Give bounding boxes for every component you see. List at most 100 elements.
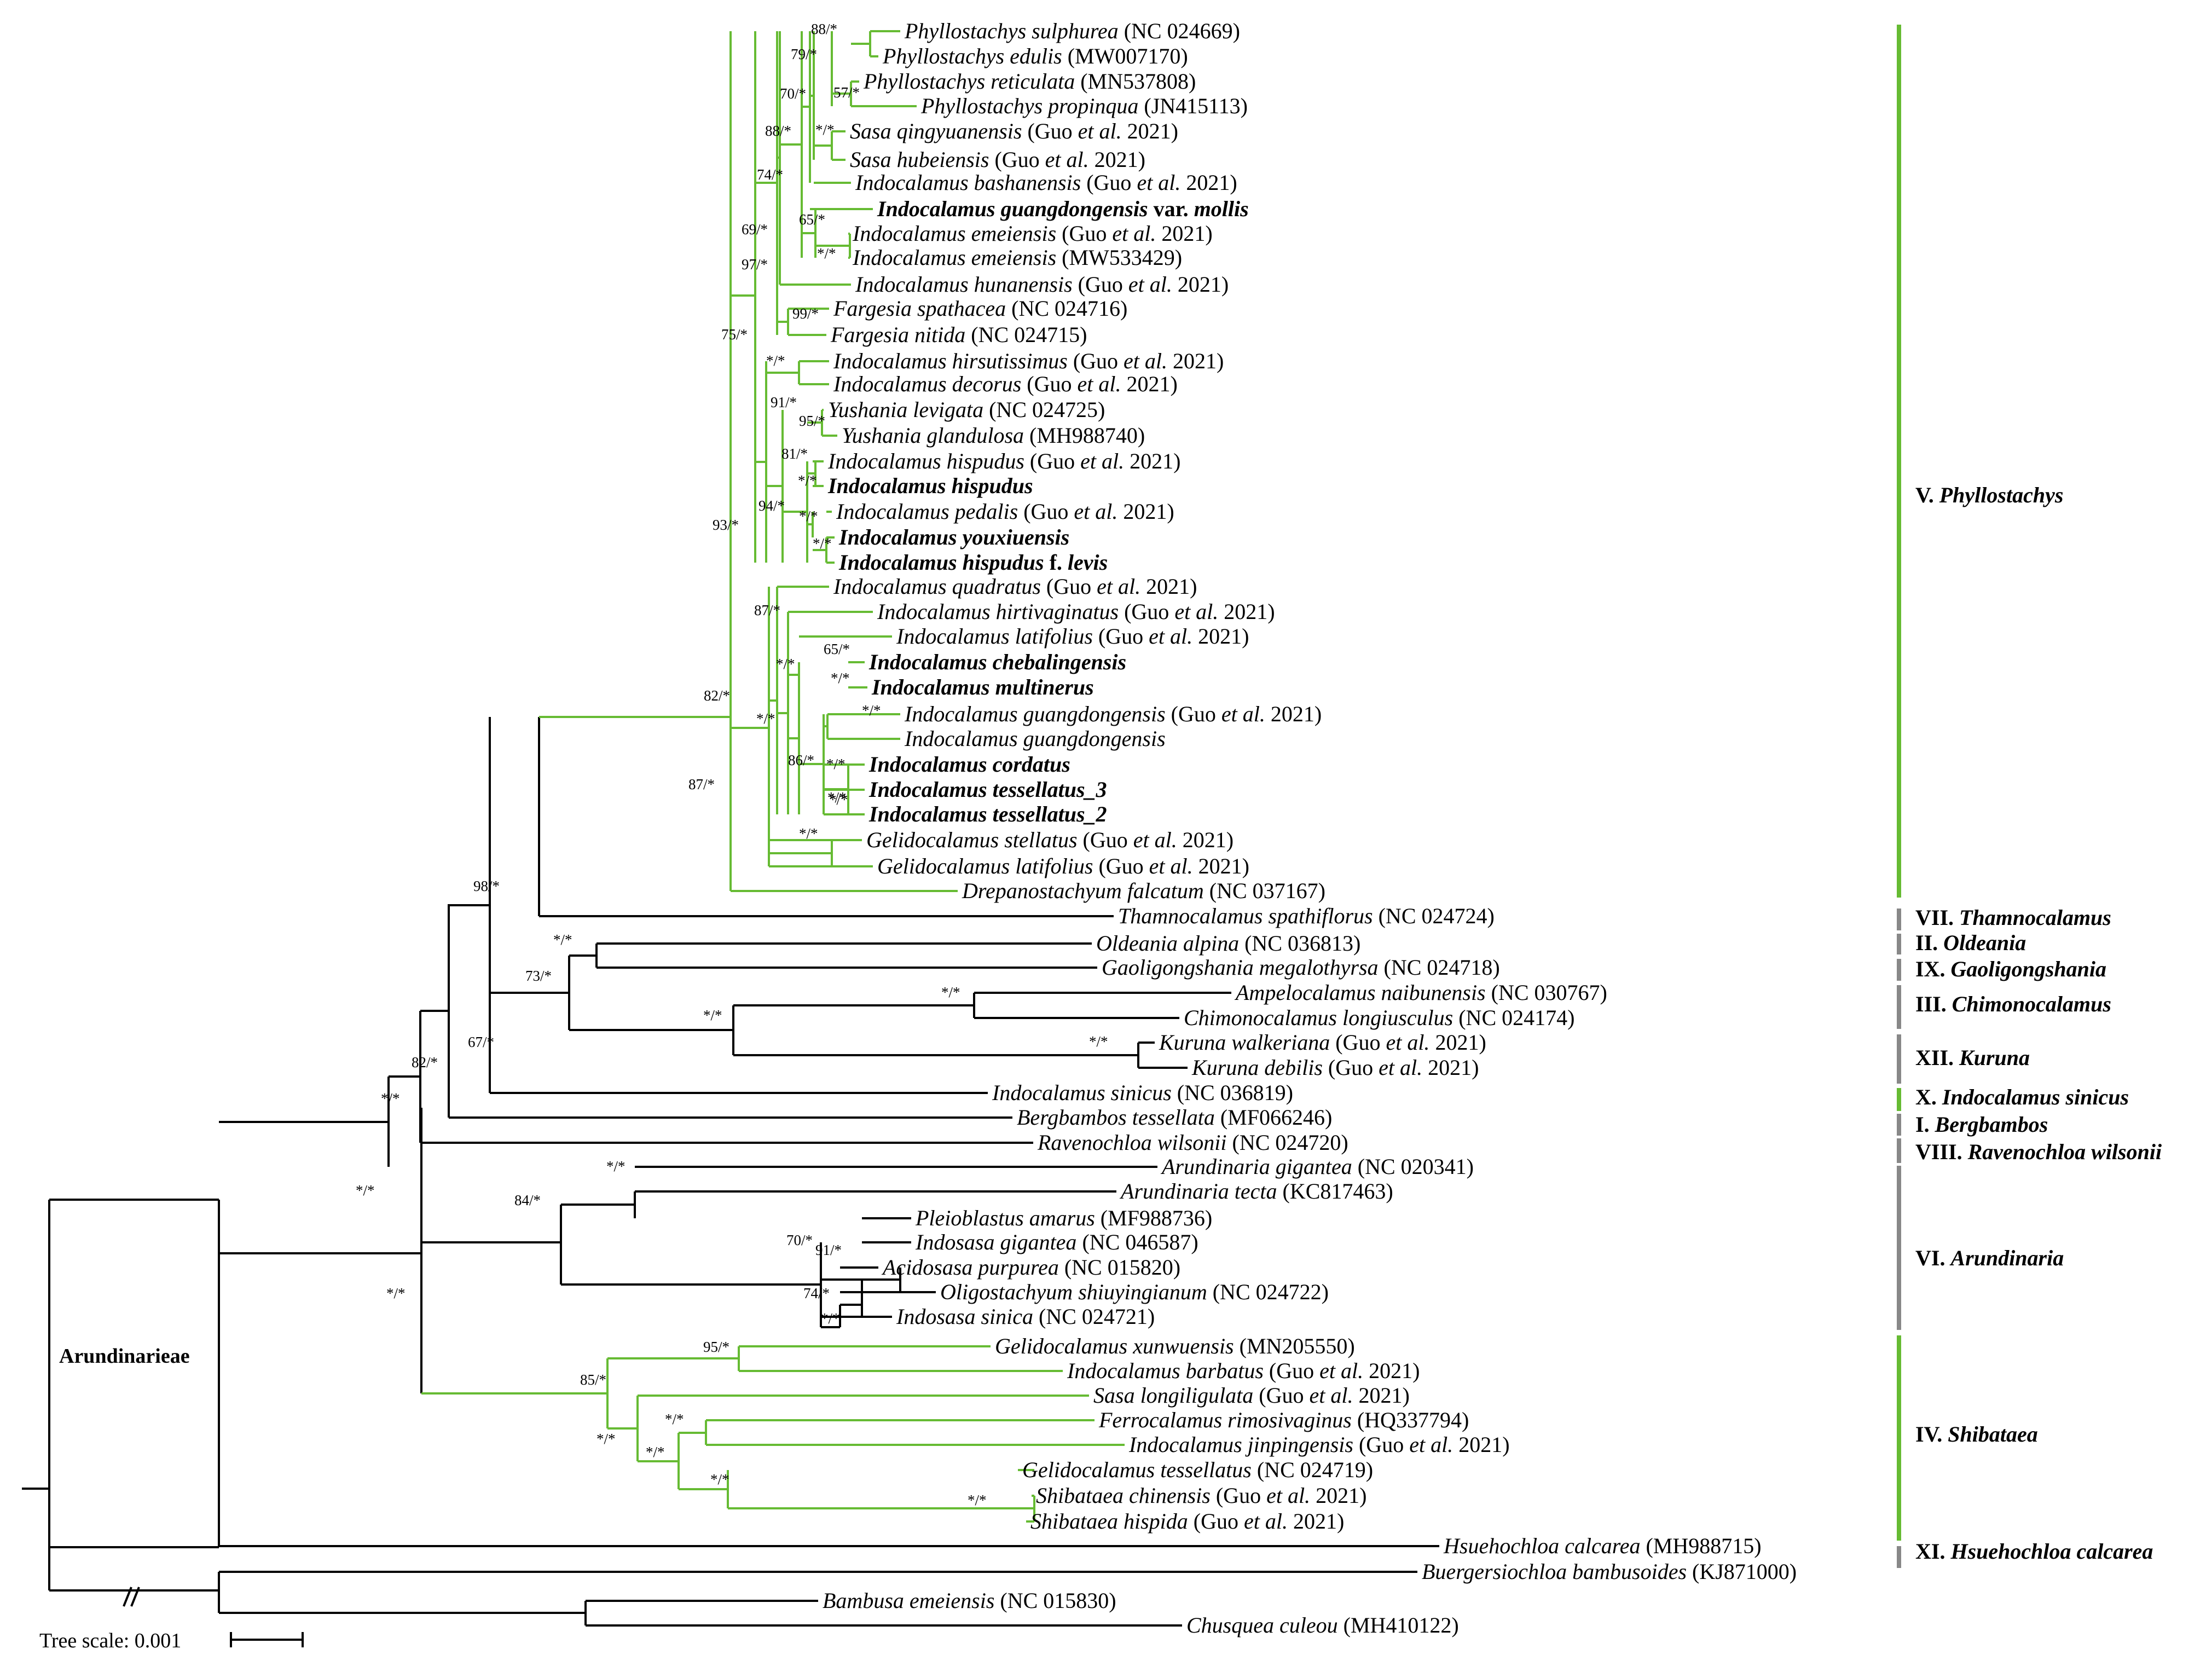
scale-bar: Tree scale: 0.001 bbox=[39, 1629, 304, 1652]
tip-label: Phyllostachys propinqua (JN415113) bbox=[920, 94, 1248, 118]
support-value: 67/* bbox=[468, 1034, 494, 1050]
support-value: 85/* bbox=[580, 1372, 606, 1388]
support-value: */* bbox=[821, 1310, 840, 1327]
tip-label: Yushania glandulosa (MH988740) bbox=[842, 423, 1145, 448]
support-value: 70/* bbox=[786, 1232, 813, 1248]
tip-labels: Phyllostachys sulphurea (NC 024669) Phyll… bbox=[823, 19, 1797, 1638]
tip-label: Shibataea chinensis (Guo et al. 2021) bbox=[1036, 1483, 1366, 1508]
support-values: 88/* 79/* 57/* 70/* */* 88/* 74/* 65/* 69/* */* 97… bbox=[356, 21, 1108, 1508]
tip-label: Indocalamus hispudus bbox=[827, 473, 1033, 498]
tip-label: Indocalamus bashanensis (Guo et al. 2021… bbox=[855, 170, 1237, 195]
support-value: */* bbox=[766, 352, 785, 369]
tip-label: Indocalamus hispudus (Guo et al. 2021) bbox=[827, 449, 1180, 473]
support-value: 69/* bbox=[742, 221, 768, 238]
tip-label: Sasa hubeiensis (Guo et al. 2021) bbox=[850, 147, 1145, 172]
tip-label: Chimonocalamus longiusculus (NC 024174) bbox=[1184, 1005, 1574, 1030]
tip-label: Indocalamus sinicus (NC 036819) bbox=[992, 1080, 1293, 1105]
tip-label: Ampelocalamus naibunensis (NC 030767) bbox=[1234, 980, 1607, 1005]
support-value: */* bbox=[553, 931, 572, 948]
support-value: 74/* bbox=[757, 166, 783, 183]
tip-label: Fargesia nitida (NC 024715) bbox=[830, 322, 1087, 347]
support-value: 91/* bbox=[771, 394, 797, 410]
tip-label: Oligostachyum shiuyingianum (NC 024722) bbox=[940, 1280, 1329, 1304]
tip-label: Thamnocalamus spathiflorus (NC 024724) bbox=[1118, 904, 1495, 928]
tip-label: Indocalamus pedalis (Guo et al. 2021) bbox=[836, 499, 1174, 524]
support-value: */* bbox=[827, 789, 847, 806]
tip-label: Kuruna walkeriana (Guo et al. 2021) bbox=[1159, 1030, 1486, 1055]
tip-label: Buergersiochloa bambusoides (KJ871000) bbox=[1422, 1559, 1797, 1584]
tip-label: Arundinaria gigantea (NC 020341) bbox=[1160, 1154, 1474, 1179]
tip-label: Indosasa sinica (NC 024721) bbox=[896, 1304, 1155, 1329]
tree-branches bbox=[22, 30, 1439, 1627]
tip-label: Shibataea hispida (Guo et al. 2021) bbox=[1030, 1509, 1344, 1534]
support-value: */* bbox=[829, 791, 848, 808]
support-value: 99/* bbox=[792, 305, 819, 322]
clade-label: VIII. Ravenochloa wilsonii bbox=[1915, 1139, 2162, 1164]
tip-label: Indocalamus guangdongensis (Guo et al. 2… bbox=[904, 702, 1322, 726]
support-value: */* bbox=[356, 1182, 375, 1199]
tip-label: Phyllostachys sulphurea (NC 024669) bbox=[904, 19, 1240, 43]
tip-label: Indosasa gigantea (NC 046587) bbox=[915, 1230, 1198, 1254]
tip-label: Bambusa emeiensis (NC 015830) bbox=[823, 1588, 1116, 1613]
support-value: 98/* bbox=[473, 878, 500, 894]
tip-label: Hsuehochloa calcarea (MH988715) bbox=[1443, 1534, 1762, 1558]
tip-label: Indocalamus cordatus bbox=[868, 752, 1070, 777]
clade-label: I. Bergbambos bbox=[1915, 1112, 2048, 1137]
support-value: 75/* bbox=[721, 326, 748, 343]
clade-label: V. Phyllostachys bbox=[1915, 483, 2063, 507]
support-value: 57/* bbox=[833, 84, 860, 101]
support-value: */* bbox=[646, 1444, 665, 1460]
support-value: 86/* bbox=[788, 752, 814, 768]
support-value: */* bbox=[703, 1007, 722, 1023]
support-value: 79/* bbox=[791, 46, 817, 62]
support-value: */* bbox=[756, 710, 775, 727]
support-value: 73/* bbox=[525, 968, 552, 984]
support-value: */* bbox=[799, 825, 818, 842]
support-value: 91/* bbox=[815, 1242, 842, 1258]
support-value: 94/* bbox=[758, 497, 785, 514]
support-value: */* bbox=[813, 535, 832, 552]
tip-label: Indocalamus guangdongensis bbox=[904, 726, 1166, 751]
tip-label: Indocalamus emeiensis (MW533429) bbox=[852, 245, 1182, 270]
tip-label: Gelidocalamus tessellatus (NC 024719) bbox=[1022, 1457, 1373, 1482]
tip-label: Gelidocalamus stellatus (Guo et al. 2021… bbox=[866, 828, 1234, 852]
tip-label: Oldeania alpina (NC 036813) bbox=[1096, 931, 1360, 956]
tip-label: Phyllostachys reticulata (MN537808) bbox=[863, 69, 1196, 94]
tip-label: Indocalamus hispudus f. levis bbox=[838, 550, 1108, 575]
tip-label: Drepanostachyum falcatum (NC 037167) bbox=[962, 878, 1325, 903]
support-value: 82/* bbox=[412, 1054, 438, 1071]
support-value: */* bbox=[606, 1158, 626, 1174]
support-value: 81/* bbox=[781, 445, 808, 462]
support-value: */* bbox=[862, 702, 881, 719]
support-value: 84/* bbox=[514, 1192, 541, 1208]
support-value: 74/* bbox=[803, 1285, 830, 1301]
support-value: 82/* bbox=[704, 687, 730, 704]
tip-label: Gelidocalamus xunwuensis (MN205550) bbox=[995, 1334, 1355, 1358]
tip-label: Kuruna debilis (Guo et al. 2021) bbox=[1191, 1055, 1479, 1080]
support-value: */* bbox=[1089, 1033, 1108, 1050]
tip-label: Indocalamus decorus (Guo et al. 2021) bbox=[833, 372, 1178, 396]
tip-label: Arundinaria tecta (KC817463) bbox=[1119, 1179, 1393, 1203]
support-value: */* bbox=[710, 1471, 729, 1488]
support-value: */* bbox=[831, 670, 850, 686]
support-value: 95/* bbox=[703, 1339, 729, 1355]
tip-label: Gaoligongshania megalothyrsa (NC 024718) bbox=[1102, 955, 1500, 980]
support-value: */* bbox=[386, 1285, 406, 1301]
support-value: 87/* bbox=[688, 776, 715, 792]
tip-label: Indocalamus emeiensis (Guo et al. 2021) bbox=[852, 221, 1213, 246]
tip-label: Indocalamus jinpingensis (Guo et al. 202… bbox=[1128, 1432, 1510, 1457]
tip-label: Sasa longiligulata (Guo et al. 2021) bbox=[1093, 1383, 1410, 1408]
support-value: */* bbox=[941, 984, 960, 1000]
tip-label: Acidosasa purpurea (NC 015820) bbox=[881, 1255, 1180, 1280]
tip-label: Indocalamus multinerus bbox=[871, 675, 1094, 699]
clade-label: IX. Gaoligongshania bbox=[1915, 957, 2106, 981]
tip-label: Indocalamus latifolius (Guo et al. 2021) bbox=[896, 624, 1249, 649]
support-value: 88/* bbox=[765, 123, 791, 139]
tip-label: Indocalamus quadratus (Guo et al. 2021) bbox=[833, 574, 1197, 599]
clade-label: X. Indocalamus sinicus bbox=[1915, 1085, 2129, 1109]
tip-label: Indocalamus guangdongensis var. mollis bbox=[877, 196, 1249, 221]
support-value: 70/* bbox=[780, 85, 806, 102]
support-value: 65/* bbox=[799, 211, 825, 228]
